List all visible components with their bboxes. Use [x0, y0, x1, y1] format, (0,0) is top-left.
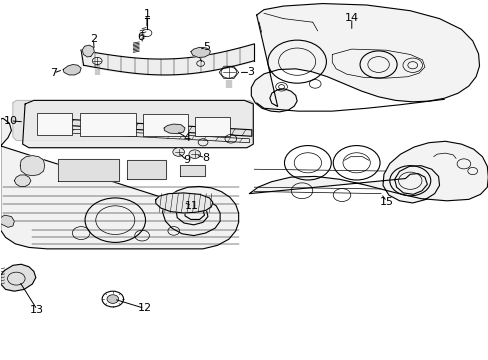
Bar	[80, 113, 136, 136]
Circle shape	[172, 148, 184, 156]
Polygon shape	[13, 100, 253, 140]
Polygon shape	[58, 159, 119, 181]
Circle shape	[107, 295, 119, 303]
Polygon shape	[251, 4, 479, 112]
Polygon shape	[0, 264, 36, 291]
Polygon shape	[20, 156, 44, 176]
Polygon shape	[190, 47, 210, 57]
Polygon shape	[180, 165, 205, 176]
Text: 15: 15	[379, 197, 393, 207]
Polygon shape	[14, 175, 31, 186]
Text: 11: 11	[184, 201, 199, 211]
Text: 1: 1	[143, 9, 150, 19]
Circle shape	[188, 150, 200, 158]
Polygon shape	[156, 193, 212, 213]
Text: 10: 10	[3, 116, 18, 126]
Text: 2: 2	[90, 35, 97, 44]
Polygon shape	[0, 118, 238, 249]
Text: 14: 14	[344, 13, 358, 23]
Polygon shape	[127, 160, 165, 179]
Text: 12: 12	[137, 303, 151, 314]
Polygon shape	[163, 124, 184, 134]
Polygon shape	[249, 141, 488, 203]
Polygon shape	[22, 100, 253, 148]
Text: 9: 9	[183, 155, 190, 165]
Polygon shape	[0, 215, 14, 227]
Text: 13: 13	[30, 305, 44, 315]
Text: 4: 4	[183, 133, 190, 143]
Bar	[143, 114, 187, 136]
Polygon shape	[49, 118, 251, 136]
Bar	[37, 113, 72, 135]
Polygon shape	[82, 45, 94, 57]
Polygon shape	[63, 64, 81, 75]
Text: 6: 6	[137, 32, 144, 42]
Bar	[194, 117, 229, 136]
Polygon shape	[49, 128, 249, 143]
Text: 7: 7	[50, 68, 57, 78]
Text: 3: 3	[246, 67, 253, 77]
Text: 8: 8	[202, 153, 209, 163]
Text: 5: 5	[203, 42, 209, 52]
